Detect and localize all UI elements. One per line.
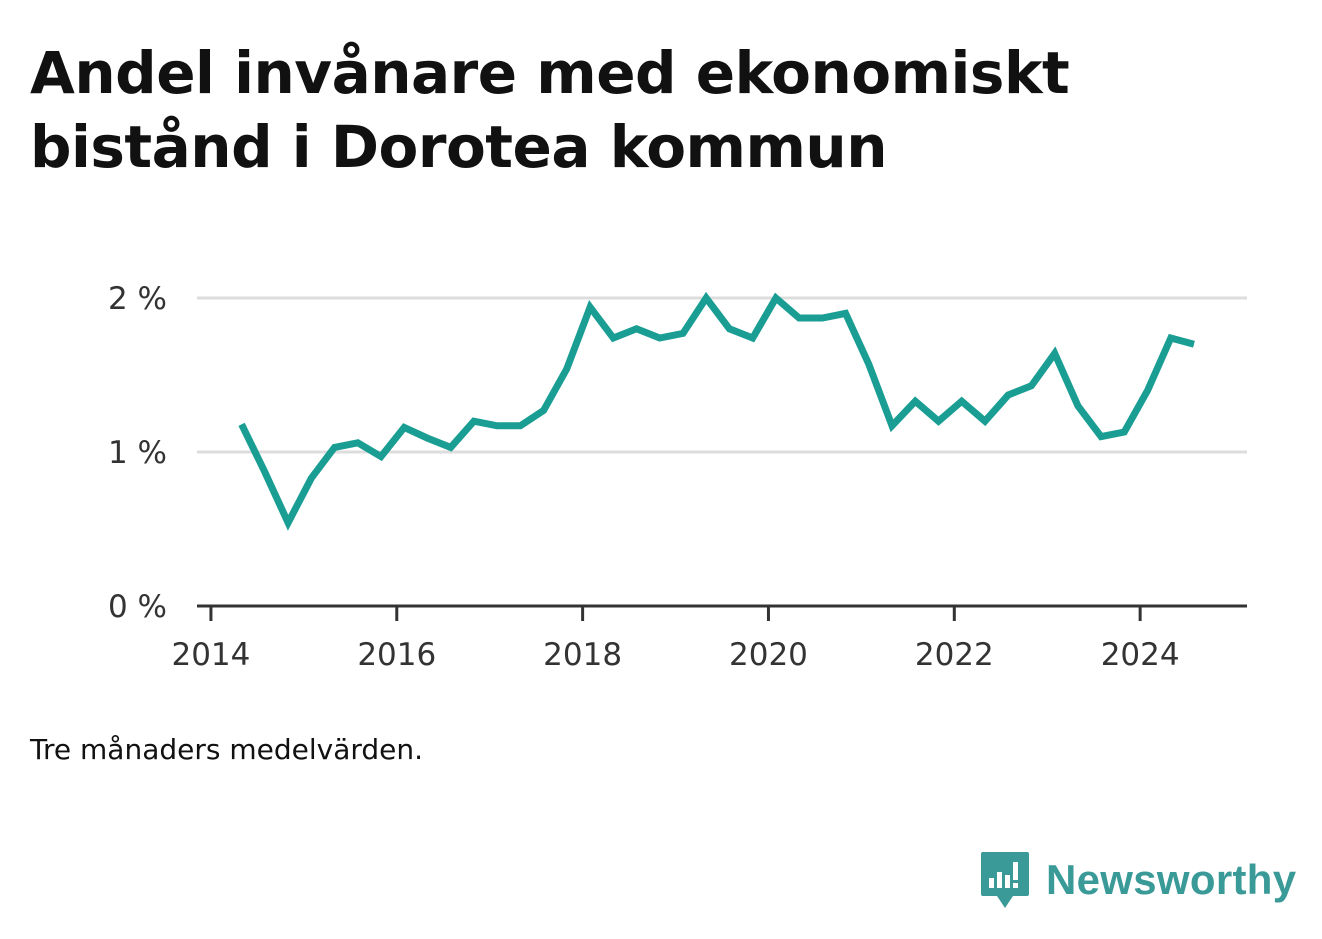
data-point: [1005, 392, 1012, 399]
data-point: [633, 325, 640, 332]
x-tick-label: 2016: [357, 637, 436, 673]
data-point: [935, 418, 942, 425]
data-point: [679, 330, 686, 337]
data-point: [842, 310, 849, 317]
data-point: [238, 421, 245, 428]
data-point: [865, 361, 872, 368]
x-axis: 2014 2016 2018 2020 2022 2024: [171, 604, 1247, 673]
data-point: [308, 475, 315, 482]
chart-note: Tre månaders medelvärden.: [30, 733, 424, 766]
data-point: [889, 422, 896, 429]
y-tick-label: 0 %: [108, 589, 167, 625]
x-tick-label: 2022: [915, 637, 994, 673]
data-point: [540, 407, 547, 414]
data-point: [1028, 382, 1035, 389]
data-point: [1191, 341, 1198, 348]
data-point: [958, 398, 965, 405]
data-point: [1051, 350, 1058, 357]
data-point: [1074, 402, 1081, 409]
data-point: [1167, 335, 1174, 342]
data-point: [819, 315, 826, 322]
x-tick-label: 2018: [543, 637, 622, 673]
data-point: [470, 418, 477, 425]
data-point: [354, 439, 361, 446]
data-point: [331, 444, 338, 451]
data-point: [261, 469, 268, 476]
data-point: [656, 335, 663, 342]
data-point: [912, 398, 919, 405]
data-point: [1098, 433, 1105, 440]
x-tick-label: 2024: [1101, 637, 1180, 673]
chart-title: Andel invånare med ekonomiskt bistånd i …: [30, 39, 1070, 181]
newsworthy-logo-icon: [981, 852, 1029, 908]
data-point: [447, 444, 454, 451]
data-point: [772, 295, 779, 302]
x-tick-label: 2020: [729, 637, 808, 673]
data-point: [749, 335, 756, 342]
data-point: [563, 365, 570, 372]
data-point: [424, 435, 431, 442]
data-point: [1121, 428, 1128, 435]
x-tick-label: 2014: [171, 637, 250, 673]
newsworthy-logo: Newsworthy: [980, 848, 1296, 912]
data-point: [703, 295, 710, 302]
data-point: [401, 424, 408, 431]
series-line-0: [238, 291, 1195, 531]
data-point: [517, 422, 524, 429]
y-tick-label: 2 %: [108, 281, 167, 317]
data-point: [981, 418, 988, 425]
y-tick-label: 1 %: [108, 435, 167, 471]
data-point: [796, 315, 803, 322]
data-point: [610, 335, 617, 342]
data-point: [587, 304, 594, 311]
data-point: [494, 422, 501, 429]
y-axis-tick-labels: 0 % 1 % 2 %: [108, 281, 167, 625]
data-point: [285, 519, 292, 526]
data-point: [726, 325, 733, 332]
brand-name: Newsworthy: [1046, 856, 1297, 903]
series-layer: [238, 291, 1198, 531]
data-point: [1144, 387, 1151, 394]
data-point: [377, 453, 384, 460]
